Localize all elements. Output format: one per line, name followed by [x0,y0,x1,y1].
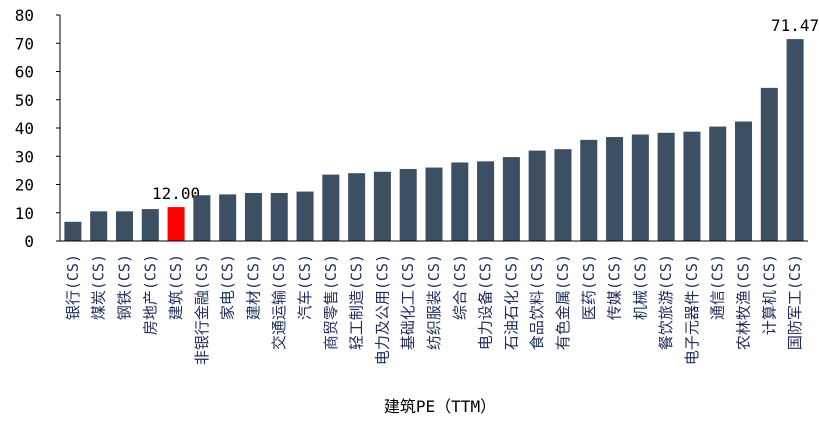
x-tick-label: 煤炭(CS) [90,254,108,320]
bar [141,209,159,241]
x-tick-label: 基础化工(CS) [399,254,417,350]
bar [657,132,675,241]
bar [502,157,520,241]
y-tick-label: 20 [15,176,34,195]
x-tick-label: 家电(CS) [219,254,237,320]
x-tick-label: 电力及公用(CS) [373,254,391,365]
x-tick-label: 非银行金融(CS) [193,254,211,365]
bar [425,167,443,241]
x-tick-label: 银行(CS) [64,254,82,320]
x-tick-label: 传媒(CS) [606,254,624,320]
x-tick-label: 房地产(CS) [141,254,159,335]
y-tick-label: 30 [15,147,34,166]
x-tick-label: 交通运输(CS) [270,254,288,350]
bar [399,168,417,241]
bar [348,173,366,241]
x-tick-label: 国防军工(CS) [786,254,804,350]
bar [451,162,469,241]
y-tick-label: 0 [24,232,34,251]
bar [554,149,572,241]
y-tick-label: 60 [15,63,34,82]
x-tick-label: 建筑(CS) [167,254,185,320]
x-tick-label: 餐饮旅游(CS) [657,254,675,350]
y-tick-label: 10 [15,204,34,223]
x-tick-label: 商贸零售(CS) [322,254,340,350]
bar [167,207,185,241]
bar [760,87,778,241]
x-axis-title: 建筑PE（TTM） [384,397,496,416]
bar [270,192,288,241]
bar [90,211,108,241]
bar [528,150,546,241]
y-tick-label: 70 [15,34,34,53]
bar [735,121,753,241]
x-tick-label: 钢铁(CS) [115,254,133,320]
bar [631,134,649,241]
x-tick-label: 食品饮料(CS) [528,254,546,350]
x-tick-label: 电子元器件(CS) [683,254,701,365]
x-tick-label: 纺织服装(CS) [425,254,443,350]
bar [296,191,314,241]
bar [709,126,727,241]
x-tick-label: 轻工制造(CS) [348,254,366,350]
x-tick-label: 建材(CS) [244,254,262,320]
y-tick-label: 80 [15,6,34,25]
x-tick-label: 通信(CS) [709,254,727,320]
bar [64,221,82,241]
bar [219,194,237,241]
x-tick-label: 农林牧渔(CS) [735,254,753,350]
bar [244,192,262,241]
bar [580,139,598,241]
bar [606,137,624,241]
bar [683,131,701,241]
x-tick-label: 机械(CS) [631,254,649,320]
y-tick-label: 40 [15,119,34,138]
bar [477,161,495,241]
x-tick-label: 计算机(CS) [760,254,778,335]
x-tick-label: 医药(CS) [580,254,598,320]
x-tick-label: 电力设备(CS) [477,254,495,350]
x-tick-label: 汽车(CS) [296,254,314,320]
bar [786,39,804,241]
x-tick-label: 综合(CS) [451,254,469,320]
bar [322,174,340,241]
data-label: 12.00 [152,184,200,203]
y-tick-label: 50 [15,91,34,110]
bar [115,211,133,241]
x-tick-label: 石油石化(CS) [502,254,520,350]
bar [193,195,211,241]
x-tick-label: 有色金属(CS) [554,254,572,350]
data-label: 71.47 [771,16,819,35]
bar [373,171,391,241]
